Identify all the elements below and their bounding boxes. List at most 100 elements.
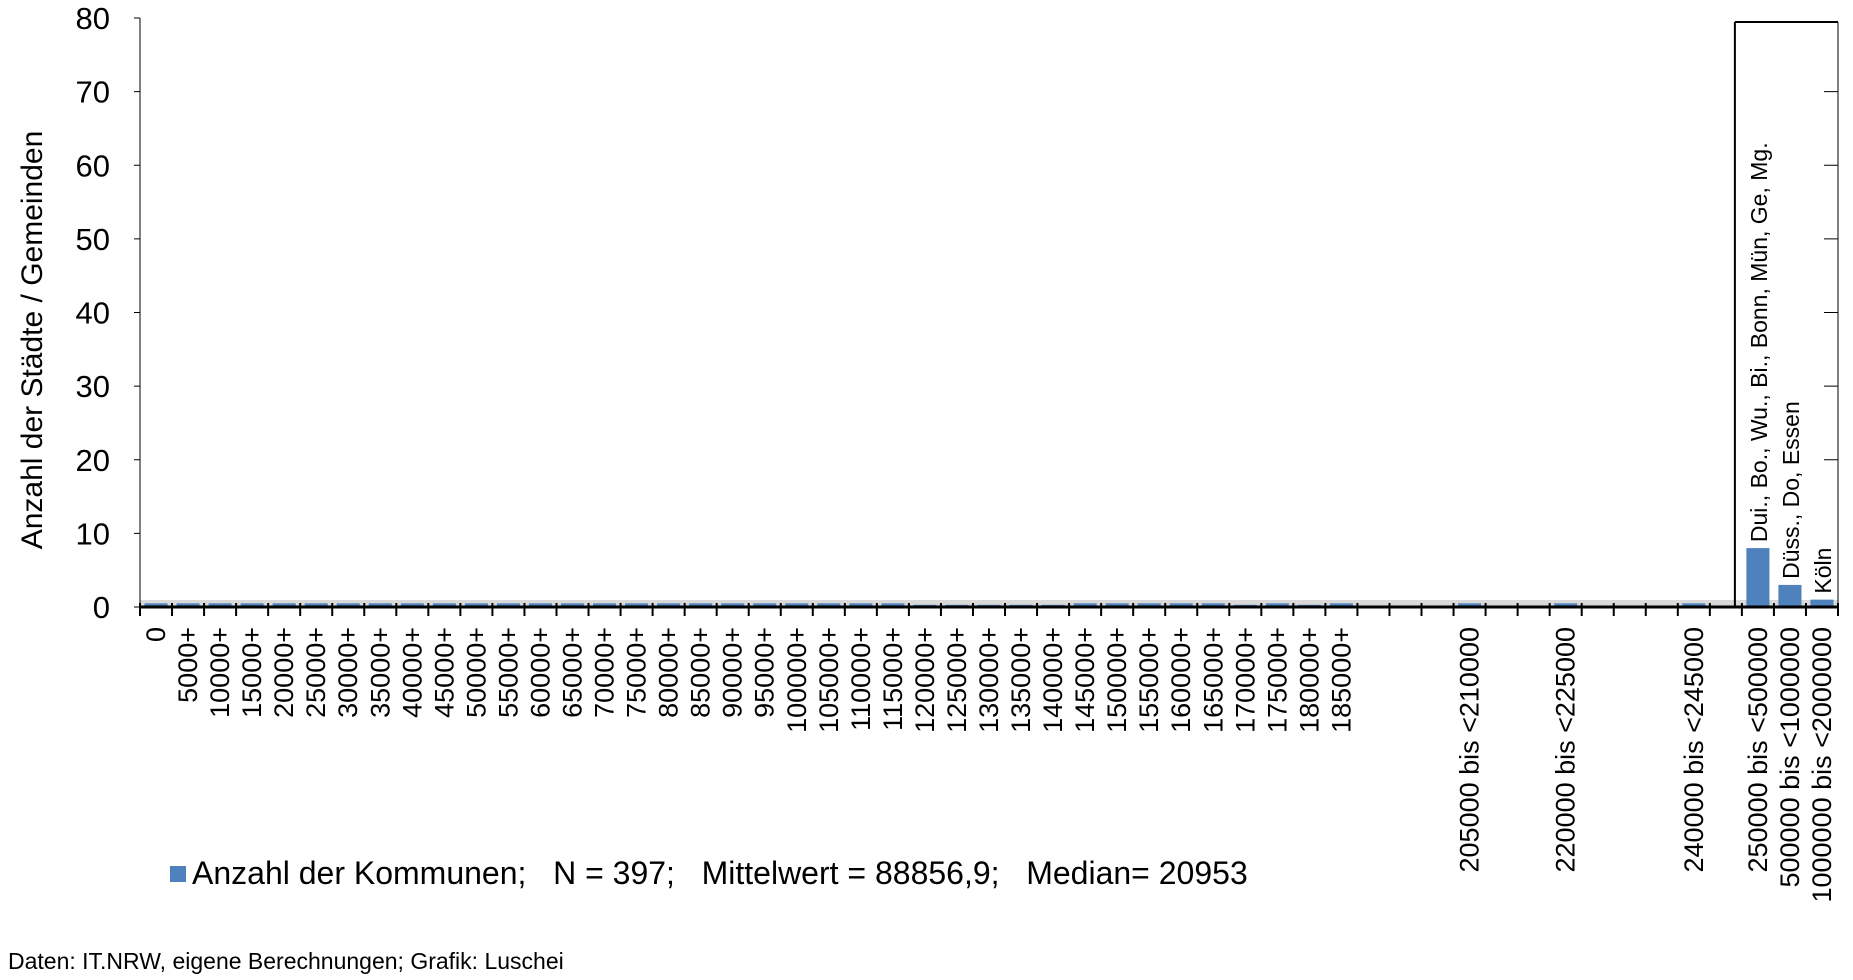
y-tick-label: 60 — [76, 148, 110, 183]
x-tick-label: 60000+ — [525, 627, 555, 718]
x-tick-label: 145000+ — [1070, 627, 1100, 733]
x-tick-label: 170000+ — [1230, 627, 1260, 733]
bar — [625, 603, 649, 607]
x-tick-label: 30000+ — [333, 627, 363, 718]
x-tick-label: 20000+ — [269, 627, 299, 718]
x-tick-label: 5000+ — [173, 627, 203, 703]
bar — [240, 603, 264, 607]
bar — [657, 603, 681, 607]
x-tick-label: 150000+ — [1102, 627, 1132, 733]
bar — [176, 603, 200, 607]
x-tick-label: 130000+ — [974, 627, 1004, 733]
bar — [304, 603, 328, 607]
x-tick-label: 1000000 bis <2000000 — [1807, 627, 1837, 903]
x-tick-label: 55000+ — [493, 627, 523, 718]
y-tick-label: 50 — [76, 222, 110, 257]
data-labels: Dui., Bo., Wu., Bi., Bonn, Mün, Ge, Mg. D… — [1746, 142, 1836, 593]
bar — [336, 603, 360, 607]
y-tick-label: 80 — [76, 1, 110, 36]
x-tick-label: 120000+ — [910, 627, 940, 733]
legend-swatch — [170, 865, 186, 882]
x-tick-label: 75000+ — [622, 627, 652, 718]
bar — [753, 603, 777, 607]
x-tick-label: 240000 bis <245000 — [1679, 627, 1709, 872]
x-tick-label: 500000 bis <1000000 — [1775, 627, 1805, 888]
bar — [1169, 603, 1193, 607]
bar — [432, 603, 456, 607]
x-tick-label: 100000+ — [782, 627, 812, 733]
bar — [817, 603, 841, 607]
bar — [593, 603, 617, 607]
x-tick-label: 70000+ — [590, 627, 620, 718]
x-tick-label: 50000+ — [461, 627, 491, 718]
bar — [1073, 603, 1097, 607]
bar — [1105, 603, 1129, 607]
bar — [144, 603, 168, 607]
x-tick-label: 65000+ — [558, 627, 588, 718]
x-tick-label: 105000+ — [814, 627, 844, 733]
bar — [1265, 603, 1289, 607]
y-tick-label: 70 — [76, 75, 110, 110]
x-tick-label: 155000+ — [1134, 627, 1164, 733]
bar — [1810, 599, 1834, 607]
x-tick-label: 205000 bis <210000 — [1455, 627, 1485, 872]
bar — [785, 603, 809, 607]
x-tick-label: 90000+ — [718, 627, 748, 718]
x-tick-label: 220000 bis <225000 — [1551, 627, 1581, 872]
bar — [689, 603, 713, 607]
source-note: Daten: IT.NRW, eigene Berechnungen; Graf… — [8, 948, 564, 974]
x-tick-label: 125000+ — [942, 627, 972, 733]
x-tick-label: 180000+ — [1294, 627, 1324, 733]
x-tick-label: 250000 bis <500000 — [1743, 627, 1773, 872]
x-tick-label: 10000+ — [205, 627, 235, 718]
y-tick-label: 40 — [76, 296, 110, 331]
legend: Anzahl der Kommunen; N = 397; Mittelwert… — [170, 855, 1248, 892]
x-tick-label: 85000+ — [686, 627, 716, 718]
bar — [849, 603, 873, 607]
bar — [1554, 603, 1578, 607]
y-tick-label: 0 — [93, 590, 110, 625]
data-label: Dui., Bo., Wu., Bi., Bonn, Mün, Ge, Mg. — [1746, 142, 1772, 542]
x-tick-label: 185000+ — [1326, 627, 1356, 733]
bars — [144, 548, 1834, 607]
bar — [1201, 603, 1225, 607]
y-tick-label: 30 — [76, 369, 110, 404]
bar — [1778, 584, 1802, 607]
baseline-band — [140, 600, 1838, 607]
bar — [400, 603, 424, 607]
bar — [1458, 603, 1482, 607]
x-tick-label: 135000+ — [1006, 627, 1036, 733]
x-tick-label: 25000+ — [301, 627, 331, 718]
bar — [528, 603, 553, 607]
bar — [1137, 603, 1161, 607]
bar — [208, 603, 232, 607]
bar — [1329, 603, 1353, 607]
y-axis-label: Anzahl der Städte / Gemeinden — [16, 131, 49, 550]
x-tick-label: 175000+ — [1262, 627, 1292, 733]
bar — [881, 603, 905, 607]
x-tick-label: 0 — [141, 627, 171, 642]
x-tick-label: 40000+ — [397, 627, 427, 718]
bar — [272, 603, 296, 607]
data-label: Düss., Do, Essen — [1778, 401, 1804, 579]
x-tick-label: 35000+ — [365, 627, 395, 718]
bar — [560, 603, 585, 607]
x-tick-label: 160000+ — [1166, 627, 1196, 733]
bar — [1682, 603, 1706, 607]
x-tick-label: 80000+ — [654, 627, 684, 718]
x-tick-label: 110000+ — [846, 627, 876, 731]
plot-background-bands — [140, 600, 1838, 607]
x-tick-label: 15000+ — [237, 627, 267, 718]
x-tick-label: 115000+ — [878, 627, 908, 731]
bar — [496, 603, 520, 607]
x-tick-label: 95000+ — [750, 627, 780, 718]
x-tick-label: 165000+ — [1198, 627, 1228, 733]
y-tick-label: 10 — [76, 516, 110, 551]
legend-text: Anzahl der Kommunen; N = 397; Mittelwert… — [192, 855, 1248, 891]
bar — [721, 603, 745, 607]
data-label: Köln — [1810, 548, 1836, 594]
bar — [368, 603, 392, 607]
bar — [464, 603, 488, 607]
